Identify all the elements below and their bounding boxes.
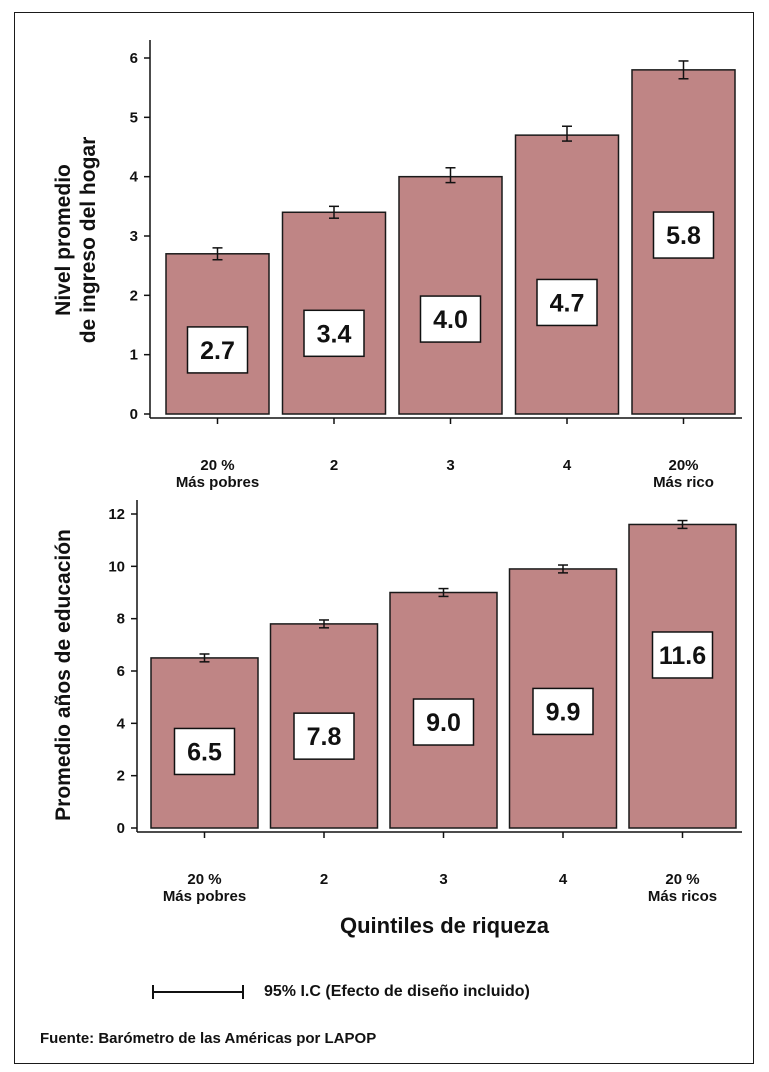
y-tick-label: 10 [108, 558, 125, 575]
bar [508, 568, 618, 829]
data-label: 4.0 [433, 306, 468, 334]
data-label-box [412, 698, 475, 746]
data-label-box [651, 631, 714, 679]
data-label-box [293, 712, 355, 760]
confidence-interval-icon [152, 985, 244, 999]
data-label: 2.7 [200, 337, 235, 365]
data-label-box [173, 727, 236, 776]
data-label: 3.4 [317, 320, 352, 348]
x-axis-label: Quintiles de riqueza [340, 913, 550, 938]
data-label-box [536, 278, 598, 327]
data-label-box [419, 295, 482, 343]
bar [514, 134, 620, 415]
x-tick-label: 3 [439, 871, 447, 888]
data-label: 5.8 [666, 222, 701, 250]
legend: 95% I.C (Efecto de diseño incluido) [152, 982, 530, 1002]
y-axis-label: Nivel promedio [52, 164, 75, 316]
y-axis-label: de ingreso del hogar [77, 137, 100, 344]
x-tick-label: 2 [320, 871, 328, 888]
data-label-box [303, 309, 365, 358]
y-tick-label: 2 [117, 768, 125, 785]
y-tick-label: 0 [117, 820, 125, 837]
x-tick-label: 20 % [187, 871, 221, 888]
figure-frame [14, 12, 754, 1064]
education-chart: 0 2 4 6 8 10 12 Promedio años de educación 6.5 20… [52, 500, 742, 938]
y-axis-label: Promedio años de educación [52, 529, 75, 821]
data-label: 9.0 [426, 709, 461, 737]
income-chart: 0 1 2 3 4 5 6 Nivel promedio de ingreso del hoga… [52, 40, 742, 491]
x-tick-label: 20 % [200, 457, 234, 474]
y-tick-label: 0 [130, 406, 138, 423]
y-tick-label: 4 [130, 169, 139, 186]
x-tick-label: 20% [668, 457, 698, 474]
x-tick-label: 4 [563, 457, 572, 474]
x-tick-label: 4 [559, 871, 568, 888]
y-tick-label: 5 [130, 109, 138, 126]
y-tick-label: 12 [108, 506, 125, 523]
source-note: Fuente: Barómetro de las Américas por LA… [40, 1030, 377, 1047]
data-label: 7.8 [307, 723, 342, 751]
y-tick-label: 4 [117, 715, 126, 732]
x-tick-label: Más ricos [648, 888, 717, 905]
legend-ci-label: 95% I.C (Efecto de diseño incluido) [264, 983, 530, 1000]
data-label: 9.9 [546, 698, 581, 726]
x-tick-label: Más rico [653, 474, 714, 491]
data-label-box [652, 211, 715, 259]
y-tick-label: 6 [130, 50, 138, 67]
data-label: 11.6 [659, 642, 706, 670]
y-tick-label: 6 [117, 663, 125, 680]
x-tick-label: Más pobres [176, 474, 259, 491]
x-tick-label: 2 [330, 457, 338, 474]
data-label-box [532, 687, 594, 736]
x-tick-label: 3 [446, 457, 454, 474]
x-tick-label: Más pobres [163, 888, 246, 905]
y-tick-label: 3 [130, 228, 138, 245]
data-label: 6.5 [187, 738, 222, 766]
data-label-box [186, 326, 249, 374]
x-tick-label: 20 % [665, 871, 699, 888]
y-tick-label: 8 [117, 611, 125, 628]
data-label: 4.7 [550, 289, 585, 317]
y-tick-label: 1 [130, 347, 138, 364]
y-tick-label: 2 [130, 287, 138, 304]
